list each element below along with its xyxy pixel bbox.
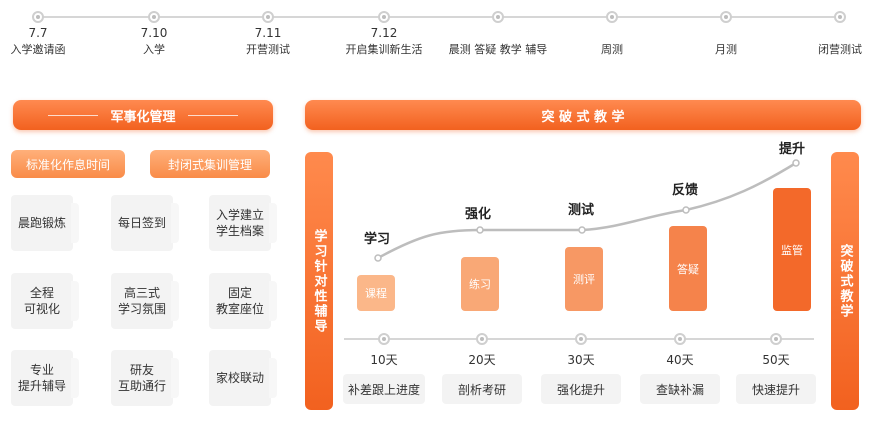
- day-label: 50天: [762, 353, 790, 367]
- timeline-node: [492, 11, 504, 23]
- feature-card: 入学建立 学生档案: [209, 195, 277, 251]
- timeline-date: 7.12: [370, 26, 398, 40]
- stage-bar: 练习: [461, 257, 499, 311]
- timeline-node: [32, 11, 44, 23]
- left-column-banner: 学习针对性辅导: [305, 152, 333, 410]
- stage-label-strengthen: 强化: [465, 207, 492, 222]
- timeline-node: [262, 11, 274, 23]
- stage-bar: 课程: [357, 275, 395, 311]
- right-panel-banner: 突 破 式 教 学: [305, 100, 861, 130]
- stage-label-feedback: 反馈: [672, 183, 699, 198]
- timeline-date: 7.7: [28, 26, 48, 40]
- right-column-banner: 突破式教学: [831, 152, 859, 410]
- feature-card: 固定 教室座位: [209, 273, 277, 329]
- timeline-label: 开启集训新生活: [345, 43, 423, 56]
- timeline-node: [378, 11, 390, 23]
- pill-schedule: 标准化作息时间: [11, 150, 125, 178]
- timeline-line: [38, 16, 840, 18]
- day-node: [770, 333, 782, 345]
- stage-bar: 监管: [773, 188, 811, 311]
- right-panel-title: 突 破 式 教 学: [541, 109, 625, 125]
- timeline-label: 入学: [143, 43, 165, 56]
- day-label: 20天: [468, 353, 496, 367]
- step-box: 查缺补漏: [640, 374, 720, 404]
- curve-dot: [374, 254, 382, 262]
- day-label: 30天: [567, 353, 595, 367]
- stage-bar: 答疑: [669, 226, 707, 311]
- pill-closed-training: 封闭式集训管理: [150, 150, 270, 178]
- timeline-date: 7.10: [140, 26, 168, 40]
- feature-card: 家校联动: [209, 350, 277, 406]
- left-panel-title: 军事化管理: [110, 109, 176, 125]
- step-box: 剖析考研: [442, 374, 522, 404]
- stage-label-test: 测试: [568, 203, 595, 218]
- left-panel-banner: 军事化管理: [13, 100, 273, 130]
- curve-dot: [682, 206, 690, 214]
- banner-rule-left: [48, 114, 99, 116]
- timeline-label: 周测: [601, 43, 623, 56]
- timeline-node: [720, 11, 732, 23]
- day-label: 40天: [666, 353, 694, 367]
- feature-card: 高三式 学习氛围: [111, 273, 179, 329]
- timeline-label: 晨测 答疑 教学 辅导: [448, 43, 548, 56]
- timeline-node: [606, 11, 618, 23]
- day-node: [575, 333, 587, 345]
- timeline-node: [148, 11, 160, 23]
- feature-card: 专业 提升辅导: [11, 350, 79, 406]
- feature-card: 研友 互助通行: [111, 350, 179, 406]
- curve-dot: [476, 226, 484, 234]
- timeline-label: 闭营测试: [818, 43, 862, 56]
- stage-bar: 测评: [565, 247, 603, 311]
- timeline-label: 月测: [715, 43, 737, 56]
- timeline-label: 入学邀请函: [10, 43, 66, 56]
- day-node: [476, 333, 488, 345]
- step-box: 补差跟上进度: [343, 374, 425, 404]
- curve-dot: [792, 159, 800, 167]
- step-box: 强化提升: [541, 374, 621, 404]
- day-label: 10天: [370, 353, 398, 367]
- stage-label-improve: 提升: [779, 142, 806, 157]
- feature-card: 每日签到: [111, 195, 179, 251]
- timeline-label: 开营测试: [246, 43, 290, 56]
- curve-dot: [578, 226, 586, 234]
- banner-rule-right: [187, 114, 238, 116]
- day-node: [674, 333, 686, 345]
- feature-card: 全程 可视化: [11, 273, 79, 329]
- step-box: 快速提升: [736, 374, 816, 404]
- feature-card: 晨跑锻炼: [11, 195, 79, 251]
- timeline-date: 7.11: [254, 26, 282, 40]
- stage-label-study: 学习: [364, 232, 391, 247]
- timeline-node: [834, 11, 846, 23]
- day-node: [378, 333, 390, 345]
